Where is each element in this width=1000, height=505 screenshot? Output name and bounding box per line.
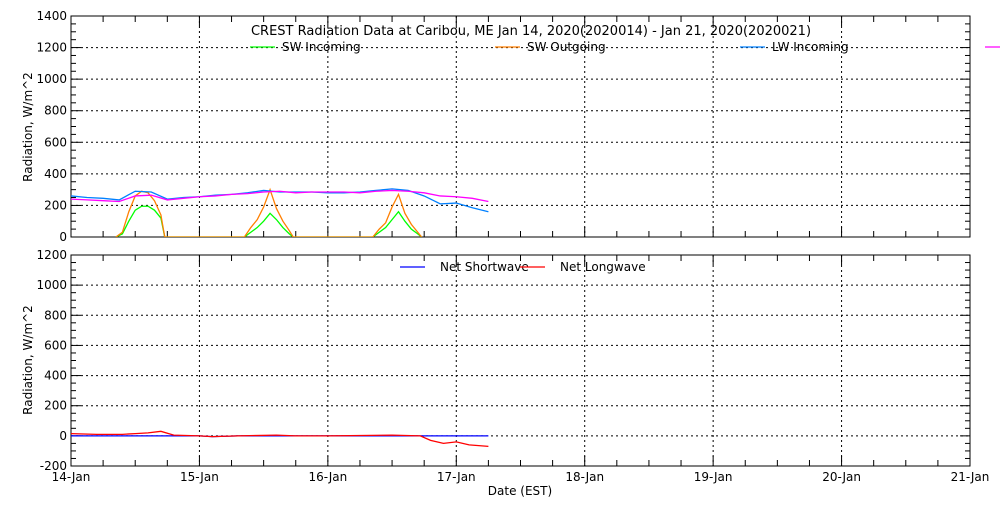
x-tick-label: 19-Jan — [694, 470, 733, 484]
y-tick-label: 0 — [59, 429, 67, 443]
legend-label: Net Shortwave — [440, 260, 529, 274]
y-tick-label: 200 — [44, 399, 67, 413]
y-tick-label: 400 — [44, 369, 67, 383]
series-line-sw-incoming — [115, 205, 423, 237]
y-tick-label: 800 — [44, 104, 67, 118]
x-tick-label: 18-Jan — [565, 470, 604, 484]
series-line-net-longwave — [71, 430, 489, 448]
x-tick-label: 21-Jan — [951, 470, 990, 484]
y-tick-label: 1400 — [36, 9, 67, 23]
y-tick-label: 1200 — [36, 248, 67, 262]
y-tick-label: 0 — [59, 230, 67, 244]
y-tick-label: 600 — [44, 135, 67, 149]
series-line-net-shortwave — [71, 435, 489, 438]
bottom-ylabel: Radiation, W/m^2 — [21, 305, 35, 415]
top-ylabel: Radiation, W/m^2 — [21, 72, 35, 182]
xlabel: Date (EST) — [488, 484, 552, 498]
x-tick-label: 14-Jan — [52, 470, 91, 484]
series-line-lw-incoming — [71, 188, 489, 213]
y-tick-label: -200 — [40, 459, 67, 473]
x-tick-label: 15-Jan — [180, 470, 219, 484]
chart-title: CREST Radiation Data at Caribou, ME Jan … — [251, 24, 811, 39]
legend-label: SW Incoming — [282, 40, 361, 54]
plot-frame — [70, 254, 971, 467]
series-line-lw-outgoing — [71, 189, 489, 203]
legend-label: Net Longwave — [560, 260, 646, 274]
y-tick-label: 400 — [44, 167, 67, 181]
y-tick-label: 1000 — [36, 278, 67, 292]
y-tick-label: 600 — [44, 338, 67, 352]
x-tick-label: 17-Jan — [437, 470, 476, 484]
y-tick-label: 800 — [44, 308, 67, 322]
y-tick-label: 1200 — [36, 41, 67, 55]
x-tick-label: 20-Jan — [822, 470, 861, 484]
y-tick-label: 1000 — [36, 72, 67, 86]
y-tick-label: 200 — [44, 198, 67, 212]
legend-label: SW Outgoing — [527, 40, 606, 54]
x-tick-label: 16-Jan — [308, 470, 347, 484]
legend-label: LW Incoming — [772, 40, 849, 54]
